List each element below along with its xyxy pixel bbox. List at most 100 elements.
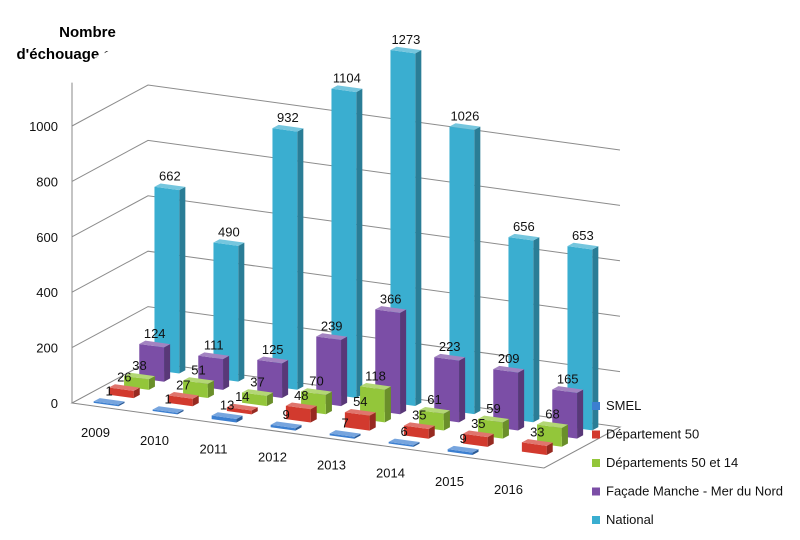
bar-SMEL-2013: [329, 430, 361, 439]
x-tick-label: 2016: [494, 482, 523, 497]
bar-side-face: [282, 360, 289, 398]
bar-top-face: [167, 392, 199, 399]
bar-Départements 50 et 14-2016: [537, 421, 568, 447]
data-label: 54: [353, 394, 367, 409]
x-tick-label: 2012: [258, 449, 287, 464]
x-tick-label: 2013: [317, 458, 346, 473]
bar-top-face: [344, 408, 376, 416]
bar-side-face: [207, 380, 214, 399]
y-tick-label: 0: [51, 396, 58, 411]
bar-top-face: [388, 438, 420, 446]
legend-label: SMEL: [606, 398, 641, 413]
bar-SMEL-2011: [211, 412, 243, 423]
bar-side-face: [356, 88, 363, 398]
legend-label: Départements 50 et 14: [606, 455, 738, 470]
bar-Département 50-2012: [285, 402, 317, 423]
data-label: 124: [144, 326, 166, 341]
bar-side-face: [177, 409, 184, 415]
bar-top-face: [567, 242, 599, 250]
data-label: 165: [557, 371, 579, 386]
bar-front-face: [167, 395, 193, 407]
y-tick-label: 400: [36, 285, 58, 300]
bar-side-face: [400, 309, 407, 415]
data-label: 27: [176, 377, 190, 392]
data-label: 662: [159, 169, 181, 184]
bar-front-face: [226, 407, 252, 415]
bar-side-face: [472, 449, 479, 456]
bar-side-face: [133, 387, 140, 399]
bar-side-face: [297, 128, 304, 390]
bar-National-2014: [449, 123, 481, 415]
chart-title-line-1: Nombre: [59, 24, 116, 41]
bar-Département 50-2013: [344, 408, 376, 431]
bar-side-face: [295, 424, 302, 431]
bar-top-face: [403, 422, 435, 430]
data-label: 68: [545, 407, 559, 422]
bar-side-face: [384, 386, 391, 423]
x-axis-ticks: 2009 2010 2011 2012 2013 2014 2015 2016: [81, 425, 523, 497]
chart-legend: SMEL Département 50 Départements 50 et 14 F…: [592, 398, 783, 527]
bar-side-face: [561, 424, 568, 447]
bar-side-face: [223, 355, 230, 390]
data-label: 490: [218, 224, 240, 239]
data-label: 9: [282, 407, 289, 422]
bar-top-face: [316, 333, 348, 340]
bar-side-face: [413, 441, 420, 447]
bar-top-face: [493, 365, 525, 373]
bar-National-2012: [331, 85, 363, 398]
bar-Département 50-2011: [226, 403, 258, 415]
bar-Façade Manche - Mer du Nord-2015: [493, 365, 525, 431]
bar-side-face: [325, 391, 332, 415]
bar-front-face: [154, 186, 180, 374]
bar-front-face: [270, 424, 296, 431]
bar-top-face: [213, 239, 245, 246]
bar-Façade Manche - Mer du Nord-2014: [434, 353, 466, 423]
bar-top-face: [198, 352, 230, 360]
bar-top-face: [124, 372, 155, 380]
bar-front-face: [285, 405, 311, 423]
data-label: 223: [439, 339, 461, 354]
bar-National-2009: [154, 183, 186, 374]
y-tick-label: 600: [36, 230, 58, 245]
bar-top-face: [329, 430, 361, 437]
legend-swatch: [592, 516, 600, 524]
bar-Départements 50 et 14-2012: [301, 388, 332, 415]
data-label: 14: [235, 389, 249, 404]
bar-top-face: [183, 377, 214, 384]
bar-front-face: [211, 415, 237, 423]
data-label: 125: [262, 342, 284, 357]
bar-front-face: [344, 412, 370, 431]
data-label: 118: [365, 368, 386, 383]
x-tick-label: 2015: [435, 474, 464, 489]
bar-front-face: [213, 242, 239, 382]
legend-label: Façade Manche - Mer du Nord: [606, 484, 783, 499]
bar-side-face: [369, 412, 376, 431]
bar-Département 50-2016: [521, 439, 553, 455]
bar-top-face: [270, 421, 302, 429]
bar-front-face: [93, 401, 119, 407]
legend-swatch: [592, 430, 600, 439]
bar-Départements 50 et 14-2010: [183, 377, 214, 399]
bar-front-face: [329, 433, 355, 439]
bar-side-face: [459, 357, 466, 423]
bar-front-face: [449, 126, 475, 415]
bar-side-face: [474, 126, 481, 415]
bar-front-face: [108, 387, 134, 399]
bar-front-face: [242, 392, 267, 407]
data-label: 9: [459, 431, 466, 446]
bar-top-face: [449, 123, 481, 130]
bar-SMEL-2012: [270, 421, 302, 431]
legend-swatch: [592, 487, 600, 496]
legend-swatch: [592, 402, 600, 410]
bar-top-face: [521, 439, 553, 446]
bar-top-face: [226, 403, 258, 411]
data-label: 35: [412, 408, 426, 423]
bar-top-face: [447, 445, 479, 453]
data-label: 1026: [450, 109, 479, 124]
bar-National-2011: [272, 124, 304, 390]
x-tick-label: 2010: [140, 433, 169, 448]
bar-top-face: [272, 124, 304, 132]
bar-top-face: [211, 412, 243, 419]
bar-side-face: [148, 376, 155, 390]
data-label: 1: [164, 392, 171, 407]
